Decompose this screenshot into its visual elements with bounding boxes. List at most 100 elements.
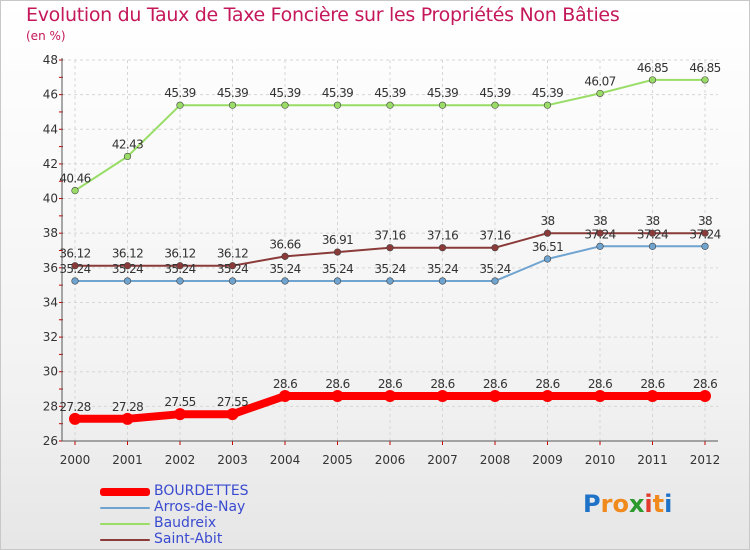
data-point	[543, 229, 552, 237]
data-label: 36.12	[112, 247, 143, 261]
data-point	[386, 244, 394, 252]
data-label: 35.24	[59, 262, 90, 276]
data-label: 28.6	[588, 377, 612, 391]
data-label: 27.28	[59, 400, 90, 414]
data-point	[701, 76, 709, 84]
data-label: 35.24	[322, 262, 353, 276]
legend-swatch	[100, 523, 150, 525]
data-label: 45.39	[217, 86, 248, 100]
y-tick-label: 36	[43, 261, 58, 275]
data-point	[174, 408, 186, 421]
data-point	[69, 412, 81, 425]
x-tick-label: 2009	[532, 453, 563, 467]
data-point	[543, 255, 552, 263]
y-tick-label: 48	[43, 53, 58, 67]
data-label: 37.16	[427, 229, 458, 243]
data-point	[489, 389, 501, 402]
data-point	[279, 389, 291, 402]
data-point	[176, 101, 184, 109]
proxiti-logo: Proxiti	[583, 490, 672, 518]
x-tick-label: 2012	[690, 453, 721, 467]
data-point	[228, 262, 237, 270]
data-point	[386, 101, 394, 109]
data-label: 36.51	[532, 240, 563, 254]
data-label: 35.24	[217, 262, 248, 276]
data-point	[596, 242, 604, 250]
series-points	[69, 76, 711, 425]
y-tick-label: 30	[43, 365, 58, 379]
y-tick-label: 28	[43, 399, 58, 413]
logo-letter: i	[644, 490, 653, 518]
data-label: 45.39	[322, 86, 353, 100]
data-label: 28.6	[325, 377, 349, 391]
legend-item: Saint-Abit	[100, 531, 360, 548]
data-point	[594, 389, 606, 402]
data-label: 36.12	[59, 247, 90, 261]
data-point	[596, 229, 604, 237]
data-label: 27.55	[217, 395, 248, 409]
logo-letter: x	[628, 490, 645, 518]
data-label: 36.12	[164, 247, 195, 261]
x-tick-label: 2008	[480, 453, 511, 467]
x-tick-label: 2010	[585, 453, 616, 467]
data-point	[123, 277, 132, 285]
data-point	[333, 277, 342, 285]
legend: BOURDETTES Arros-de-Nay Baudreix Saint-Abit	[100, 483, 360, 548]
data-label: 28.6	[640, 377, 664, 391]
legend-swatch	[100, 488, 150, 496]
x-tick-label: 2002	[165, 453, 196, 467]
data-point	[333, 248, 342, 256]
data-point	[648, 229, 657, 237]
data-label: 36.66	[269, 237, 300, 251]
data-point	[121, 412, 134, 425]
data-label: 37.16	[374, 229, 405, 243]
data-label: 38	[645, 214, 659, 228]
data-point	[436, 389, 449, 402]
legend-swatch	[100, 507, 150, 509]
x-tick-label: 2005	[322, 453, 353, 467]
data-label: 27.55	[164, 395, 195, 409]
data-label: 37.24	[584, 227, 615, 241]
data-label: 28.6	[693, 377, 717, 391]
data-label: 28.6	[378, 377, 402, 391]
data-point	[596, 89, 604, 98]
data-label: 36.12	[217, 247, 248, 261]
data-point	[226, 408, 239, 421]
x-tick-label: 2001	[112, 453, 143, 467]
data-label: 38	[593, 214, 607, 228]
data-label: 35.24	[164, 262, 195, 276]
data-label: 35.24	[479, 262, 510, 276]
data-label: 46.85	[689, 61, 720, 75]
x-tick-label: 2000	[60, 453, 91, 467]
y-tick-label: 46	[43, 88, 58, 102]
data-point	[384, 389, 396, 402]
legend-item: BOURDETTES	[100, 483, 360, 500]
data-label: 46.85	[637, 61, 668, 75]
y-tick-label: 42	[43, 157, 58, 171]
unit-label: (en %)	[26, 29, 66, 43]
data-label: 46.07	[584, 74, 615, 88]
data-label: 36.91	[322, 233, 353, 247]
data-label: 28.6	[483, 377, 507, 391]
data-point	[176, 277, 184, 285]
x-tick-label: 2007	[427, 453, 458, 467]
x-tick-label: 2006	[375, 453, 406, 467]
data-labels: 27.28 27.28 27.55 27.55 28.6 28.6 28.6 28.6 28.6…	[59, 61, 721, 414]
y-tick-label: 44	[43, 122, 58, 136]
data-point	[438, 244, 447, 252]
data-point	[438, 277, 447, 285]
data-label: 37.24	[689, 227, 720, 241]
data-point	[71, 277, 79, 285]
data-point	[386, 277, 394, 285]
data-label: 45.39	[269, 86, 300, 100]
legend-swatch	[100, 539, 150, 541]
data-point	[646, 389, 659, 402]
data-label: 37.16	[479, 229, 510, 243]
data-label: 45.39	[374, 86, 405, 100]
data-label: 37.24	[637, 227, 668, 241]
data-label: 35.24	[269, 262, 300, 276]
logo-letter: i	[664, 490, 673, 518]
y-tick-label: 34	[43, 295, 58, 309]
